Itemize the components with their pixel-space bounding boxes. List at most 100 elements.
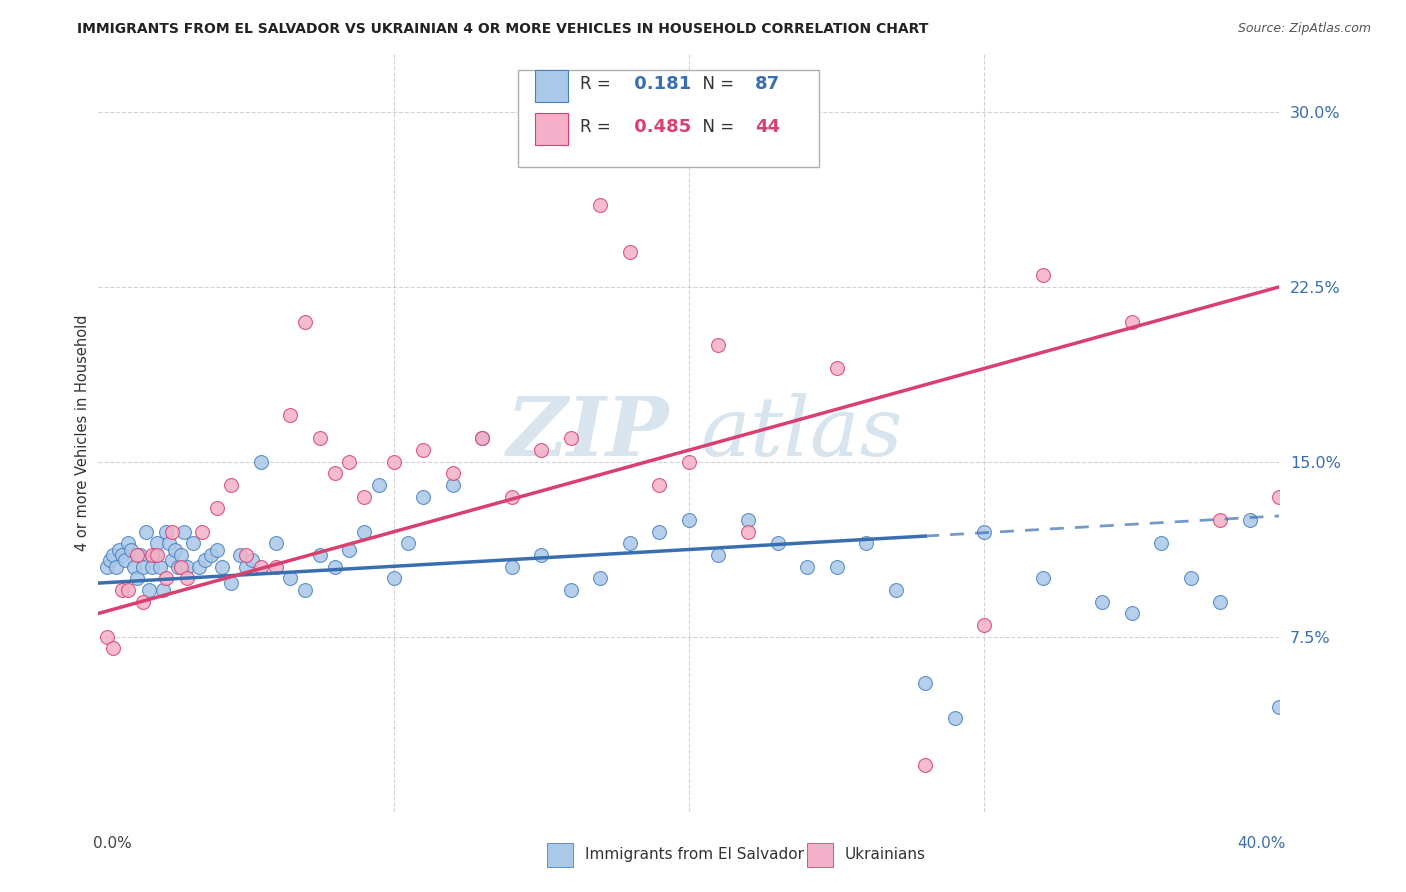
Point xyxy=(323,467,346,481)
Point xyxy=(619,536,641,550)
Point xyxy=(128,548,150,562)
Point xyxy=(176,571,198,585)
Point xyxy=(1239,513,1261,527)
Point xyxy=(117,583,139,598)
FancyBboxPatch shape xyxy=(517,70,818,168)
Point xyxy=(530,548,553,562)
Point xyxy=(294,583,316,598)
Point xyxy=(191,524,214,539)
Text: 40.0%: 40.0% xyxy=(1237,836,1285,851)
Text: Source: ZipAtlas.com: Source: ZipAtlas.com xyxy=(1237,22,1371,36)
Point xyxy=(132,595,155,609)
Point xyxy=(323,559,346,574)
Point xyxy=(250,455,273,469)
Point xyxy=(146,548,169,562)
Point xyxy=(368,478,391,492)
Point xyxy=(855,536,877,550)
Point xyxy=(382,571,405,585)
Point xyxy=(162,553,183,567)
Point xyxy=(229,548,252,562)
Point xyxy=(501,490,523,504)
Text: 44: 44 xyxy=(755,118,780,136)
Point xyxy=(441,478,464,492)
Point xyxy=(264,536,287,550)
Point xyxy=(152,583,174,598)
Point xyxy=(122,559,145,574)
Point xyxy=(111,583,134,598)
Point xyxy=(471,432,494,446)
Point xyxy=(737,513,759,527)
Point xyxy=(339,455,361,469)
Point xyxy=(501,559,523,574)
Point xyxy=(117,536,139,550)
Text: Ukrainians: Ukrainians xyxy=(845,847,925,863)
Point xyxy=(146,536,169,550)
Point xyxy=(707,338,730,352)
Text: IMMIGRANTS FROM EL SALVADOR VS UKRAINIAN 4 OR MORE VEHICLES IN HOUSEHOLD CORRELA: IMMIGRANTS FROM EL SALVADOR VS UKRAINIAN… xyxy=(77,22,929,37)
Point xyxy=(96,559,118,574)
Point xyxy=(441,467,464,481)
Point xyxy=(678,455,700,469)
Point xyxy=(235,548,257,562)
Point xyxy=(825,361,848,376)
Point xyxy=(98,553,121,567)
Point xyxy=(914,758,936,772)
Point xyxy=(96,630,118,644)
Point xyxy=(412,443,434,458)
Text: atlas: atlas xyxy=(700,392,903,473)
Point xyxy=(162,524,183,539)
Point xyxy=(165,543,187,558)
Point xyxy=(1357,583,1379,598)
Point xyxy=(589,571,612,585)
Point xyxy=(221,478,243,492)
Point xyxy=(398,536,420,550)
Point xyxy=(294,315,316,329)
Point xyxy=(353,524,375,539)
Text: R =: R = xyxy=(581,118,616,136)
Point xyxy=(114,553,136,567)
Point xyxy=(1327,688,1350,702)
Point xyxy=(264,559,287,574)
Point xyxy=(1121,315,1143,329)
Point xyxy=(1121,607,1143,621)
Point xyxy=(707,548,730,562)
Point xyxy=(138,583,160,598)
Point xyxy=(648,478,671,492)
Point xyxy=(1180,571,1202,585)
Point xyxy=(1209,513,1232,527)
FancyBboxPatch shape xyxy=(536,113,568,145)
Point xyxy=(105,559,128,574)
Point xyxy=(766,536,789,550)
Bar xyxy=(547,843,574,867)
Point xyxy=(648,524,671,539)
Point xyxy=(235,559,257,574)
Point xyxy=(200,548,222,562)
Point xyxy=(240,553,263,567)
Point xyxy=(221,576,243,591)
Point xyxy=(973,618,995,632)
Point xyxy=(205,543,228,558)
Point xyxy=(157,536,180,550)
Point xyxy=(149,559,172,574)
Point xyxy=(167,559,190,574)
Point xyxy=(560,583,582,598)
Text: Immigrants from El Salvador: Immigrants from El Salvador xyxy=(585,847,804,863)
Point xyxy=(187,559,209,574)
Point xyxy=(1298,723,1320,737)
Point xyxy=(103,641,125,656)
Point xyxy=(589,198,612,212)
Point xyxy=(973,524,995,539)
Point xyxy=(125,571,148,585)
Point xyxy=(120,543,142,558)
Text: R =: R = xyxy=(581,75,616,93)
Point xyxy=(111,548,134,562)
Point xyxy=(173,524,195,539)
Point xyxy=(108,543,131,558)
Point xyxy=(560,432,582,446)
Point xyxy=(143,548,166,562)
Point xyxy=(1091,595,1114,609)
Text: N =: N = xyxy=(693,75,740,93)
Point xyxy=(1386,559,1406,574)
Text: 0.181: 0.181 xyxy=(627,75,690,93)
Point xyxy=(205,501,228,516)
